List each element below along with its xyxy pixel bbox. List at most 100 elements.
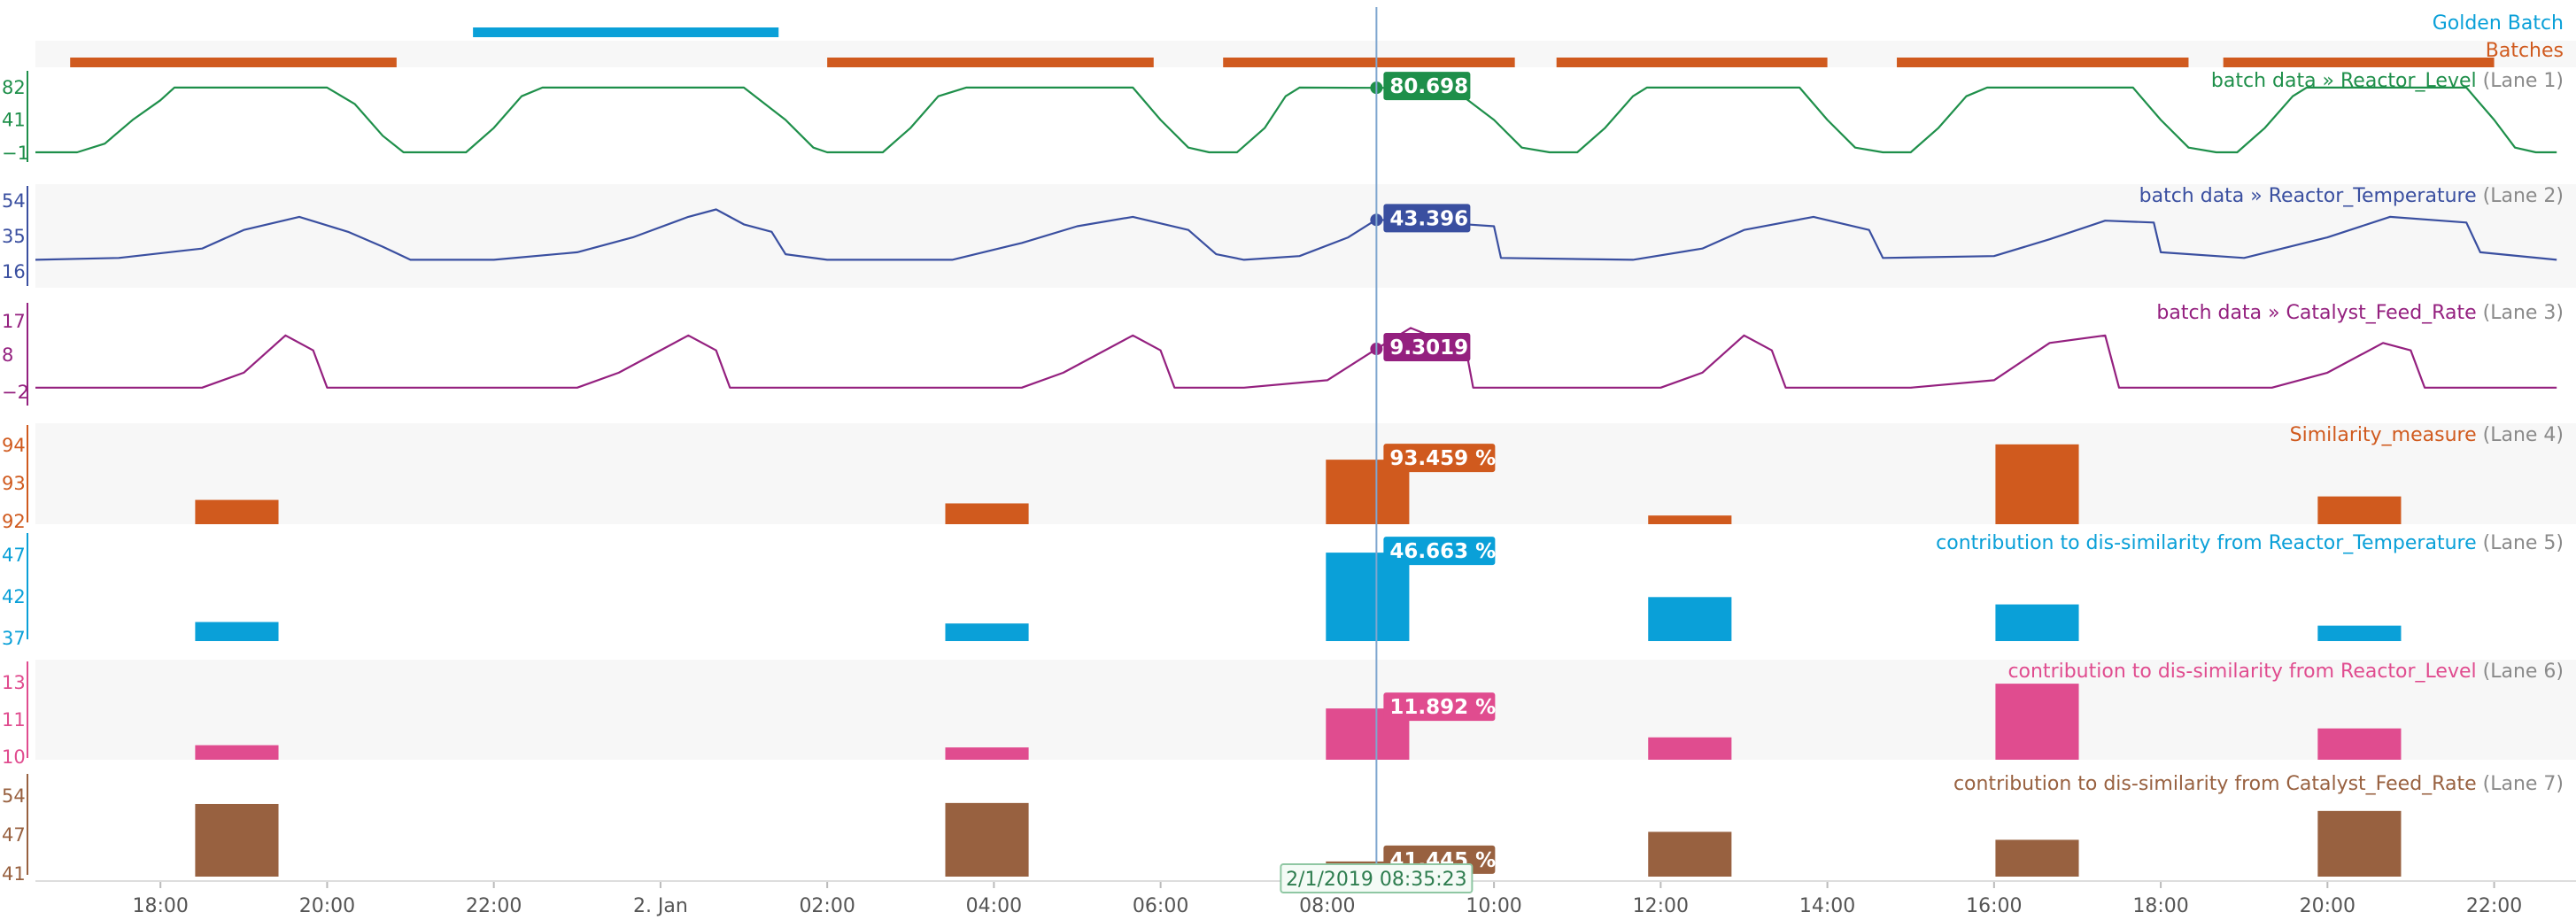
value-box	[1383, 692, 1496, 722]
lane-2-y-tick: 35	[2, 226, 26, 247]
lane-4-bar	[195, 499, 279, 524]
x-tick-label: 20:00	[2300, 895, 2356, 917]
value-text: 46.663 %	[1389, 540, 1496, 563]
lane-4-y-tick: 94	[2, 435, 26, 456]
lane-2-title: batch data » Reactor_Temperature (Lane 2…	[2139, 185, 2564, 207]
lane-4-bar	[1648, 515, 1732, 524]
x-tick-label: 18:00	[132, 895, 188, 917]
lane-6-bar	[195, 745, 279, 760]
value-box	[1383, 204, 1471, 233]
x-tick-label: 08:00	[1299, 895, 1355, 917]
batch-bar	[70, 58, 397, 67]
crosshair-value-labels: 80.698 43.396 9.3019 93.459 % 46.663 % 11.892…	[1383, 72, 1496, 874]
lanes: 82 41 −1 batch data » Reactor_Level (Lane 1…	[2, 70, 2564, 885]
golden-batch-track[interactable]	[473, 27, 779, 37]
lane-1-cursor-value: 80.698	[1383, 72, 1471, 101]
x-tick-label: 18:00	[2132, 895, 2188, 917]
lane-6: 13 11 10 contribution to dis-similarity fro…	[2, 661, 2564, 768]
x-tick-label: 20:00	[299, 895, 355, 917]
lane-5-bar	[1326, 553, 1410, 641]
lane-5-bar	[195, 622, 279, 641]
lane-7-title: contribution to dis-similarity from Cata…	[1953, 773, 2564, 795]
lane-7-y-tick: 54	[2, 785, 26, 807]
lane-3-title: batch data » Catalyst_Feed_Rate (Lane 3)	[2156, 302, 2564, 324]
lane-1-y-tick: 41	[2, 110, 26, 131]
lane-7-y-tick: 41	[2, 863, 26, 885]
value-box	[1383, 72, 1471, 101]
lane-7: 54 47 41 contribution to dis-similarity fro…	[2, 773, 2564, 885]
lane-1: 82 41 −1 batch data » Reactor_Level (Lane 1…	[2, 70, 2564, 164]
x-tick-label: 06:00	[1133, 895, 1188, 917]
value-box	[1383, 537, 1496, 566]
lane-6-cursor-value: 11.892 %	[1383, 692, 1496, 722]
lane-4-y-tick: 92	[2, 511, 26, 532]
lane-7-bar	[1995, 839, 2079, 877]
lane-7-bar	[1648, 831, 1732, 877]
batch-bar	[1897, 58, 2189, 67]
golden-batch-bar	[473, 27, 779, 37]
lane-4-title: Similarity_measure (Lane 4)	[2290, 424, 2564, 446]
batches-track[interactable]	[70, 58, 2495, 67]
lane-3-y-tick: −2	[2, 382, 29, 403]
x-tick-label: 22:00	[2466, 895, 2522, 917]
lane-6-y-tick: 11	[2, 709, 26, 731]
lane-3-cursor-value: 9.3019	[1383, 333, 1471, 362]
lane-2: 54 35 16 batch data » Reactor_Temperature (…	[2, 185, 2564, 286]
x-tick-label: 16:00	[1966, 895, 2022, 917]
x-tick-label: 02:00	[799, 895, 855, 917]
lane-5-y-tick: 42	[2, 586, 26, 607]
lane-5-bar	[2317, 625, 2402, 641]
value-box	[1383, 444, 1496, 473]
lane-bg-4	[35, 423, 2576, 524]
lane-5-y-tick: 47	[2, 545, 26, 566]
value-text: 93.459 %	[1389, 447, 1496, 470]
x-tick-label: 04:00	[966, 895, 1022, 917]
lane-2-y-tick: 54	[2, 190, 26, 212]
lane-3-y-tick: 17	[2, 311, 26, 332]
value-text: 43.396	[1389, 207, 1468, 230]
lane-bg-2	[35, 184, 2576, 288]
lane-2-series-line	[35, 208, 2557, 261]
lane-5-cursor-value: 46.663 %	[1383, 537, 1496, 566]
lane-5: 47 42 37 contribution to dis-similarity fro…	[2, 532, 2564, 649]
golden-batch-label: Golden Batch	[2433, 12, 2564, 35]
batch-bar	[1223, 58, 1515, 67]
lane-1-y-tick: 82	[2, 77, 26, 98]
lane-5-bar	[1648, 597, 1732, 641]
lane-5-bar	[1995, 604, 2079, 641]
lane-4-bar	[2317, 496, 2402, 524]
x-tick-label: 2. Jan	[633, 895, 688, 917]
lane-3: 17 8 −2 batch data » Catalyst_Feed_Rate (La…	[2, 302, 2564, 406]
lane-6-y-tick: 13	[2, 672, 26, 693]
lane-6-bar	[945, 747, 1029, 760]
lane-bg-6	[35, 660, 2576, 760]
lane-1-title: batch data » Reactor_Level (Lane 1)	[2211, 70, 2564, 92]
batch-bar	[827, 58, 1154, 67]
lane-7-bar	[2317, 810, 2402, 877]
lane-backgrounds	[35, 41, 2576, 760]
x-tick-label: 14:00	[1799, 895, 1855, 917]
x-tick-label: 12:00	[1633, 895, 1689, 917]
x-tick-label: 22:00	[466, 895, 522, 917]
value-text: 80.698	[1389, 75, 1468, 98]
lane-6-bar	[1648, 737, 1732, 760]
value-text: 11.892 %	[1389, 696, 1496, 719]
lane-6-title: contribution to dis-similarity from Reac…	[2007, 661, 2564, 683]
lane-7-bar	[195, 803, 279, 877]
lane-5-bar	[945, 623, 1029, 641]
batch-bar	[1556, 58, 1828, 67]
lane-6-bar	[1995, 684, 2079, 760]
time-axis: 18:00 20:00 22:00 2. Jan 02:00 04:00 06:00 08:0…	[132, 895, 2522, 917]
crosshair-timestamp-label: 2/1/2019 08:35:23	[1286, 869, 1467, 891]
lane-4-bar	[1995, 444, 2079, 524]
lane-7-y-tick: 47	[2, 824, 26, 846]
lane-4-y-tick: 93	[2, 473, 26, 494]
lane-6-bar	[2317, 728, 2402, 760]
lane-2-y-tick: 16	[2, 261, 26, 282]
lane-4-bar	[945, 503, 1029, 524]
lane-6-y-tick: 10	[2, 746, 26, 768]
lane-1-series-line	[35, 86, 2557, 154]
batches-label: Batches	[2486, 40, 2564, 62]
lane-5-y-tick: 37	[2, 628, 26, 649]
